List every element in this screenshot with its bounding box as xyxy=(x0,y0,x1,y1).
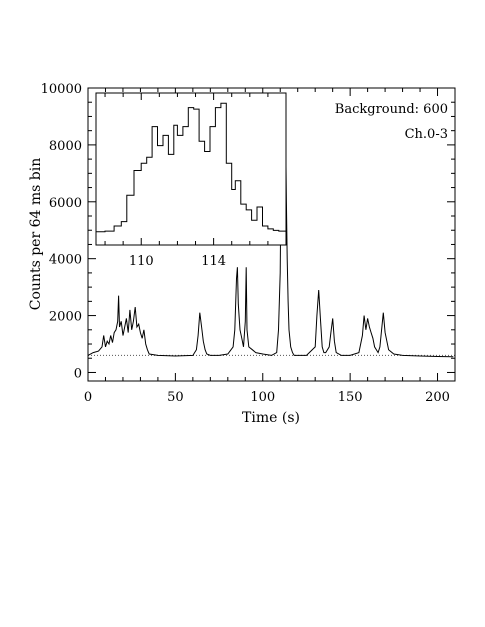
main-ticks xyxy=(87,87,455,381)
y-tick-label: 2000 xyxy=(49,310,82,325)
inset-x-tick-label: 110 xyxy=(129,254,154,269)
y-tick-label: 4000 xyxy=(49,253,82,268)
y-tick-label: 10000 xyxy=(41,82,82,97)
main-series-line xyxy=(87,122,454,358)
inset-series-line xyxy=(96,102,287,233)
x-tick-label: 50 xyxy=(167,390,184,405)
x-tick-label: 0 xyxy=(84,390,92,405)
y-tick-label: 0 xyxy=(74,366,82,381)
main-plot-frame xyxy=(87,87,456,382)
inset-background xyxy=(96,93,286,245)
inset-x-tick-label: 114 xyxy=(201,254,226,269)
y-axis-label: Counts per 64 ms bin xyxy=(28,158,44,310)
x-tick-label: 200 xyxy=(425,390,450,405)
inset-ticks xyxy=(104,93,269,245)
x-axis-label: Time (s) xyxy=(242,410,300,426)
y-tick-label: 8000 xyxy=(49,139,82,154)
x-tick-label: 150 xyxy=(338,390,363,405)
y-tick-label: 6000 xyxy=(49,196,82,211)
x-tick-label: 100 xyxy=(250,390,275,405)
inset-frame xyxy=(95,92,287,246)
annotation-channel: Ch.0-3 xyxy=(405,127,448,142)
annotation-background: Background: 600 xyxy=(335,102,448,117)
inset-tick-labels: 110 114 xyxy=(129,254,226,269)
inset-plot: 110 114 xyxy=(95,92,287,269)
